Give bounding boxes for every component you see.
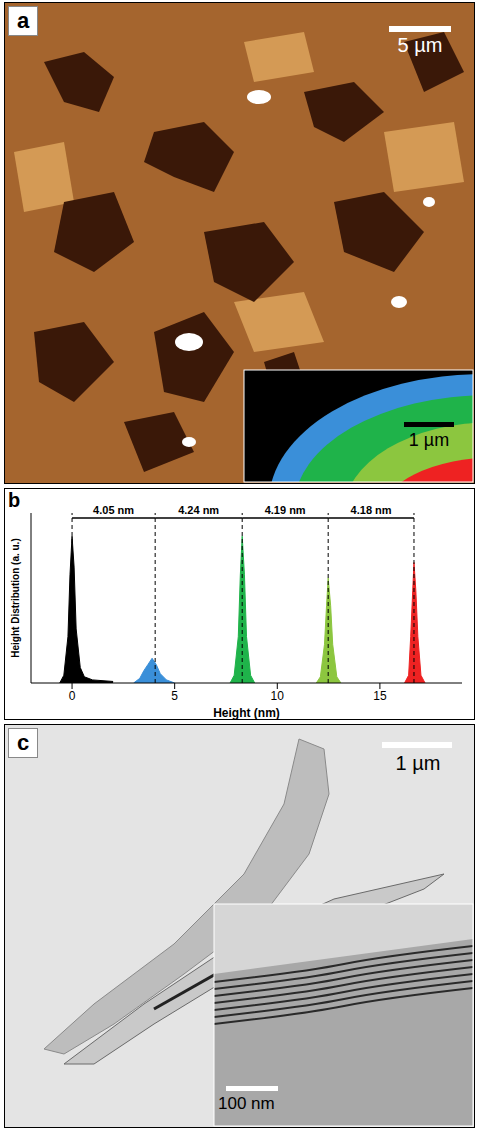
svg-text:4.18 nm: 4.18 nm (351, 504, 392, 516)
html-text:1 µm: 1 µm (395, 752, 441, 774)
html-text:c: c (17, 730, 30, 755)
svg-text:5: 5 (171, 689, 178, 703)
html-text:100 nm: 100 nm (218, 1094, 275, 1113)
svg-text:10: 10 (271, 689, 285, 703)
svg-text:Height Distribution (a. u.): Height Distribution (a. u.) (10, 538, 21, 657)
svg-text:0: 0 (69, 689, 76, 703)
svg-text:4.19 nm: 4.19 nm (265, 504, 306, 516)
html-text:5 µm: 5 µm (397, 34, 443, 56)
svg-text:15: 15 (373, 689, 387, 703)
svg-text:4.24 nm: 4.24 nm (178, 504, 219, 516)
html-text:1 µm: 1 µm (408, 430, 450, 450)
html-text:a: a (17, 8, 30, 33)
svg-text:4.05 nm: 4.05 nm (93, 504, 134, 516)
html-text:b: b (8, 489, 21, 511)
svg-text:Height (nm): Height (nm) (213, 706, 280, 719)
